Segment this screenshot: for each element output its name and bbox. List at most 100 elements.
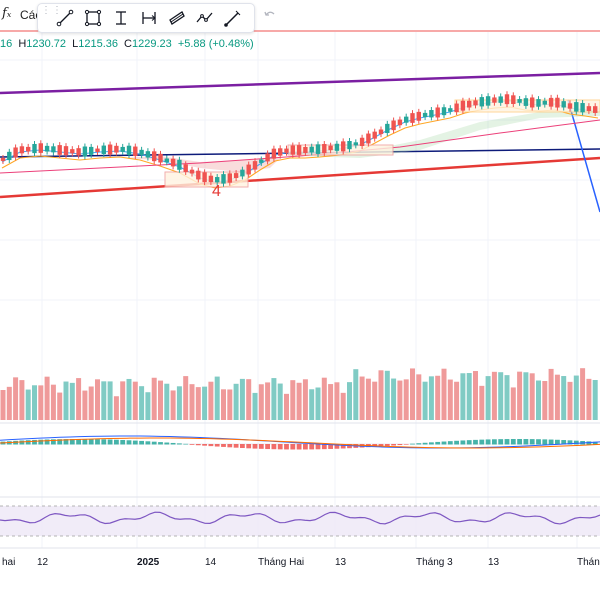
candle-body [278,148,283,156]
candle-body [101,145,106,155]
rsi-line [0,511,600,525]
brush-icon[interactable] [220,6,246,30]
macd-bar [271,444,277,450]
candle-body [574,102,579,112]
macd-bar [107,439,113,445]
path-icon[interactable] [192,6,218,30]
macd-bar [51,439,56,445]
x-axis-label: Tháng Hai [258,557,305,568]
candle-body [259,159,264,163]
x-axis-label: Tháng 3 [416,557,453,568]
macd-bar [485,439,491,445]
macd-bar [32,439,37,445]
macd-bar [340,444,346,449]
macd-bar [101,439,107,445]
drawing-toolbar: ⋮⋮ [37,3,255,33]
volume-bar [246,379,252,420]
volume-bar [233,383,239,420]
candle-body [322,144,327,154]
candle-body [366,133,371,144]
candle-body [170,158,176,167]
indicators-button[interactable]: Các [20,8,42,22]
macd-bar [510,439,516,445]
macd-bar [76,439,81,445]
volume-bar [334,382,340,420]
parallel-channel-icon[interactable] [164,6,190,30]
macd-bar [95,439,100,445]
ohlc-legend: 16 H1230.72 L1215.36 C1229.23 +5.88 (+0.… [0,38,254,50]
macd-bar [466,440,472,445]
undo-icon[interactable] [262,7,278,23]
candle-body [517,99,522,103]
volume-bar [441,368,447,420]
volume-bar [347,382,352,420]
volume-bar [353,369,359,420]
macd-bar [592,441,598,445]
volume-bar [435,375,441,420]
macd-bar [63,439,69,445]
candle-body [290,145,295,155]
candle-body [95,148,100,152]
candle-body [523,98,529,106]
macd-bar [57,439,63,445]
candle-body [586,106,592,112]
x-axis-label: hai [2,557,16,568]
text-cursor-icon[interactable] [108,6,134,30]
macd-bar [447,441,453,445]
volume-bar [6,386,12,420]
candle-body [580,103,585,113]
volume-bar [132,381,138,420]
volume-bar [296,382,302,420]
cloud-area [300,108,600,158]
volume-bar [69,382,75,420]
candle-body [372,131,377,139]
candle-body [183,164,188,172]
change-value: +5.88 (+0.48%) [177,38,254,50]
candle-body [454,103,459,113]
candle-body [536,99,541,107]
rsi-band [0,506,600,536]
macd-bar [573,440,579,445]
grid [0,32,600,548]
candle-body [7,151,12,161]
low-value: 1215.36 [78,38,118,50]
volume-bar [63,381,69,420]
volume-bar [554,374,560,420]
volume-bar [542,381,548,420]
drag-handle-icon[interactable]: ⋮⋮ [41,5,63,16]
wave-label-4[interactable]: 4 [212,183,221,200]
macd-bar [548,439,554,445]
candle-body [341,141,346,152]
top-bar: fₓ Các ⋮⋮ [0,0,600,33]
volume-bar [561,376,567,420]
volume-bar [227,389,233,420]
measure-range-icon[interactable] [136,6,162,30]
volume-bar [145,392,151,420]
ma-slow-line [0,119,600,174]
macd-bar [277,444,283,450]
volume-bar [88,386,94,420]
candle-body [139,149,144,156]
macd-bar [195,444,201,446]
macd-bar [555,439,560,445]
macd-bar [126,440,132,445]
candle-body [391,120,396,131]
volume-bar [510,387,516,420]
macd-bar [504,439,510,445]
candle-body [296,145,302,155]
volume-bar [460,373,466,420]
rectangle-icon[interactable] [80,6,106,30]
macd-bar [334,444,340,449]
trend-line-icon[interactable] [52,6,78,30]
fx-icon[interactable]: fₓ [2,6,12,21]
price-candles [0,91,598,187]
volume-bar [284,393,289,420]
volume-bar [139,386,145,420]
volume-bar [126,378,132,420]
macd-bar [151,441,157,445]
candle-body [441,107,447,116]
volume-bar [309,389,315,420]
volume-bar [372,381,378,420]
candle-body [189,169,195,174]
